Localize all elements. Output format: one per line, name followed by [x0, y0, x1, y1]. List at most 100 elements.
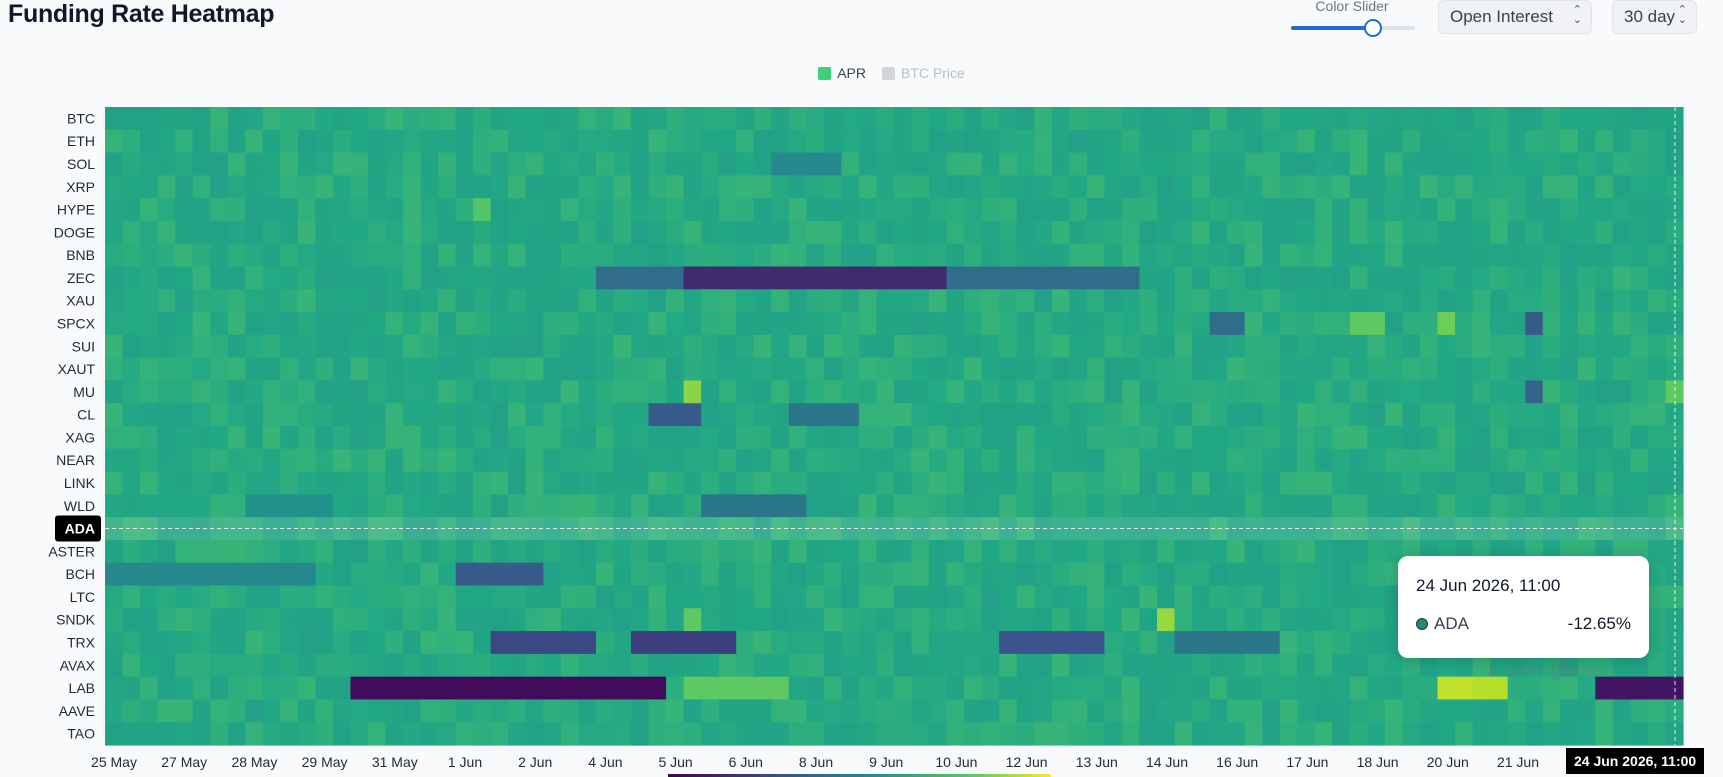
heatmap-cell[interactable] [1384, 266, 1404, 290]
heatmap-cell[interactable] [1472, 426, 1491, 450]
heatmap-cell[interactable] [841, 676, 860, 701]
heatmap-cell[interactable] [1490, 722, 1509, 746]
heatmap-cell[interactable] [543, 676, 562, 701]
heatmap-cell[interactable] [1560, 494, 1579, 518]
heatmap-cell[interactable] [1472, 220, 1491, 245]
heatmap-cell[interactable] [894, 334, 913, 359]
heatmap-cell[interactable] [981, 312, 1000, 336]
heatmap-cell[interactable] [210, 107, 229, 131]
heatmap-cell[interactable] [1577, 152, 1596, 176]
heatmap-cell[interactable] [1525, 426, 1544, 450]
heatmap-cell[interactable] [788, 380, 807, 404]
heatmap-cell[interactable] [1086, 494, 1105, 518]
heatmap-cell[interactable] [1227, 722, 1246, 746]
heatmap-cell[interactable] [1314, 129, 1333, 154]
heatmap-cell[interactable] [981, 403, 1000, 427]
heatmap-cell[interactable] [1086, 539, 1105, 564]
heatmap-cell[interactable] [1174, 699, 1193, 723]
heatmap-cell[interactable] [1297, 676, 1316, 701]
heatmap-cell[interactable] [1349, 539, 1368, 564]
heatmap-cell[interactable] [1490, 220, 1509, 245]
heatmap-cell[interactable] [245, 243, 264, 268]
heatmap-cell[interactable] [1612, 266, 1631, 290]
heatmap-cell[interactable] [701, 198, 720, 222]
heatmap-cell[interactable] [420, 380, 439, 404]
heatmap-cell[interactable] [806, 539, 825, 564]
heatmap-cell[interactable] [1560, 243, 1579, 268]
heatmap-cell[interactable] [1402, 380, 1421, 404]
heatmap-cell[interactable] [1577, 175, 1596, 199]
heatmap-cell[interactable] [841, 357, 860, 382]
heatmap-cell[interactable] [332, 403, 352, 427]
heatmap-cell[interactable] [368, 699, 387, 723]
heatmap-cell[interactable] [946, 562, 965, 587]
heatmap-cell[interactable] [1595, 448, 1614, 473]
heatmap-cell[interactable] [368, 403, 387, 427]
heatmap-cell[interactable] [315, 107, 334, 131]
heatmap-cell[interactable] [1314, 152, 1333, 176]
heatmap-cell[interactable] [1349, 289, 1368, 313]
heatmap-cell[interactable] [175, 426, 194, 450]
heatmap-cell[interactable] [1104, 722, 1123, 746]
heatmap-cell[interactable] [1174, 631, 1193, 655]
heatmap-cell[interactable] [1384, 699, 1404, 723]
heatmap-cell[interactable] [1209, 220, 1228, 245]
heatmap-cell[interactable] [1647, 334, 1667, 359]
heatmap-cell[interactable] [894, 152, 913, 176]
heatmap-cell[interactable] [683, 357, 702, 382]
heatmap-cell[interactable] [964, 426, 983, 450]
heatmap-cell[interactable] [1525, 289, 1544, 313]
heatmap-cell[interactable] [508, 631, 527, 655]
heatmap-cell[interactable] [455, 152, 474, 176]
heatmap-cell[interactable] [999, 608, 1018, 632]
heatmap-cell[interactable] [858, 129, 878, 154]
heatmap-cell[interactable] [894, 448, 913, 473]
heatmap-cell[interactable] [1665, 403, 1684, 427]
heatmap-cell[interactable] [736, 107, 755, 131]
heatmap-cell[interactable] [964, 380, 983, 404]
heatmap-cell[interactable] [771, 699, 790, 723]
heatmap-cell[interactable] [788, 289, 807, 313]
heatmap-cell[interactable] [192, 517, 211, 541]
heatmap-cell[interactable] [1437, 129, 1456, 154]
heatmap-cell[interactable] [368, 631, 387, 655]
heatmap-cell[interactable] [823, 517, 842, 541]
heatmap-cell[interactable] [1192, 129, 1211, 154]
heatmap-cell[interactable] [1402, 107, 1421, 131]
heatmap-cell[interactable] [631, 312, 650, 336]
heatmap-cell[interactable] [175, 220, 194, 245]
heatmap-cell[interactable] [508, 220, 527, 245]
heatmap-cell[interactable] [841, 220, 860, 245]
heatmap-cell[interactable] [262, 608, 281, 632]
heatmap-cell[interactable] [140, 266, 159, 290]
heatmap-cell[interactable] [894, 312, 913, 336]
heatmap-cell[interactable] [368, 494, 387, 518]
heatmap-cell[interactable] [1104, 562, 1123, 587]
heatmap-cell[interactable] [1262, 289, 1281, 313]
heatmap-cell[interactable] [1279, 426, 1298, 450]
heatmap-cell[interactable] [1349, 334, 1368, 359]
heatmap-cell[interactable] [1227, 129, 1246, 154]
heatmap-cell[interactable] [1244, 699, 1263, 723]
heatmap-cell[interactable] [157, 471, 176, 495]
heatmap-cell[interactable] [227, 539, 246, 564]
heatmap-cell[interactable] [683, 152, 702, 176]
heatmap-cell[interactable] [595, 585, 615, 609]
heatmap-cell[interactable] [701, 471, 720, 495]
heatmap-cell[interactable] [525, 175, 544, 199]
heatmap-cell[interactable] [490, 562, 509, 587]
heatmap-cell[interactable] [473, 562, 492, 587]
heatmap-cell[interactable] [1297, 539, 1316, 564]
heatmap-cell[interactable] [227, 380, 246, 404]
heatmap-cell[interactable] [981, 426, 1000, 450]
heatmap-cell[interactable] [929, 494, 948, 518]
heatmap-cell[interactable] [736, 220, 755, 245]
heatmap-cell[interactable] [473, 289, 492, 313]
heatmap-cell[interactable] [280, 357, 299, 382]
heatmap-cell[interactable] [894, 266, 913, 290]
heatmap-cell[interactable] [420, 198, 439, 222]
heatmap-cell[interactable] [1630, 676, 1649, 701]
heatmap-cell[interactable] [1139, 631, 1158, 655]
heatmap-cell[interactable] [1630, 722, 1649, 746]
heatmap-cell[interactable] [1402, 266, 1421, 290]
